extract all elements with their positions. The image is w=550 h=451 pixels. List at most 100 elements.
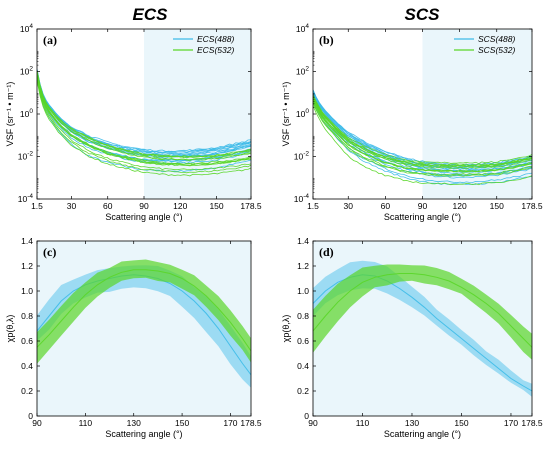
panel-label: (d) <box>319 245 334 259</box>
x-tick-label: 30 <box>67 201 77 211</box>
x-tick-label: 150 <box>454 418 468 428</box>
x-tick-label: 178.5 <box>521 418 543 428</box>
y-tick-label: 10-4 <box>294 193 310 204</box>
series-curve-SCS(532) <box>313 95 532 167</box>
legend-label: SCS(532) <box>478 45 515 55</box>
y-tick-label: 1.0 <box>297 286 309 296</box>
series-curve-ECS(488) <box>37 76 251 165</box>
legend-label: ECS(488) <box>197 34 234 44</box>
series-curve-ECS(532) <box>37 76 251 171</box>
plot-area <box>37 259 251 388</box>
y-tick-label: 10-2 <box>294 151 310 162</box>
x-tick-label: 178.5 <box>521 201 543 211</box>
y-tick-label: 0.4 <box>297 361 309 371</box>
series-curve-SCS(532) <box>313 95 532 167</box>
column-title-scs: SCS <box>405 5 441 24</box>
y-tick-label: 100 <box>296 108 309 119</box>
series-532 <box>313 264 532 360</box>
x-tick-label: 120 <box>173 201 187 211</box>
series-curve-ECS(488) <box>37 69 251 153</box>
axes-frame <box>312 240 533 417</box>
x-tick-label: 1.5 <box>307 201 319 211</box>
x-axis-label: Scattering angle (°) <box>105 429 182 439</box>
band-532 <box>313 264 532 360</box>
y-tick-label: 0 <box>304 411 309 421</box>
panel-label: (b) <box>319 33 334 47</box>
x-axis-label: Scattering angle (°) <box>384 429 461 439</box>
y-tick-label: 10-2 <box>18 151 34 162</box>
y-tick-label: 0.8 <box>21 311 33 321</box>
band-532 <box>37 259 251 364</box>
series-curve-SCS(532) <box>313 101 532 176</box>
series-curve-SCS(532) <box>313 105 532 186</box>
x-axis-label: Scattering angle (°) <box>105 212 182 222</box>
series-curve-SCS(532) <box>313 94 532 165</box>
series-curve-ECS(532) <box>37 72 251 165</box>
series-curve-ECS(532) <box>37 73 251 167</box>
y-tick-label: 1.2 <box>21 261 33 271</box>
axes-frame <box>36 240 252 417</box>
legend-label: ECS(532) <box>197 45 234 55</box>
x-axis-label: Scattering angle (°) <box>384 212 461 222</box>
panel-label: (c) <box>43 245 56 259</box>
y-tick-label: 104 <box>296 23 309 34</box>
panel-d-chi-scs: 90 110 130 150 170 178.5 Scattering angle (°) 0… <box>281 236 543 439</box>
y-tick-label: 0.2 <box>21 386 33 396</box>
y-tick-label: 104 <box>20 23 33 34</box>
y-tick-label: 0.6 <box>297 336 309 346</box>
y-tick-label: 1.4 <box>297 236 309 246</box>
plot-area <box>37 68 251 177</box>
series-curve-SCS(532) <box>313 97 532 173</box>
x-tick-label: 150 <box>209 201 223 211</box>
y-tick-label: 0.4 <box>21 361 33 371</box>
x-tick-label: 150 <box>175 418 189 428</box>
panel-c-chi-ecs: 90 110 130 150 170 178.5 Scattering angle (°) 0… <box>5 236 262 439</box>
plot-area <box>313 89 532 186</box>
x-tick-label: 130 <box>405 418 419 428</box>
legend-label: SCS(488) <box>478 34 515 44</box>
panel-a-vsf-ecs: 1.5 30 60 90 120 150 178.5 Scattering angle (°)… <box>5 23 262 222</box>
y-tick-label: 1.4 <box>21 236 33 246</box>
series-curve-ECS(532) <box>37 71 251 162</box>
x-tick-label: 90 <box>418 201 428 211</box>
x-tick-label: 130 <box>127 418 141 428</box>
series-SCS(532) <box>313 94 532 186</box>
x-tick-label: 60 <box>381 201 391 211</box>
plot-area <box>313 260 532 397</box>
x-tick-label: 178.5 <box>240 418 262 428</box>
mean-line-532 <box>37 269 251 352</box>
x-tick-label: 90 <box>32 418 42 428</box>
y-tick-label: 0 <box>28 411 33 421</box>
x-tick-label: 1.5 <box>31 201 43 211</box>
x-tick-label: 150 <box>490 201 504 211</box>
y-axis-label: VSF (sr⁻¹ • m⁻¹) <box>281 82 291 147</box>
y-axis-label: χp(θ,λ) <box>281 315 291 343</box>
x-tick-label: 90 <box>139 201 149 211</box>
series-532 <box>37 259 251 364</box>
y-tick-label: 0.2 <box>297 386 309 396</box>
y-tick-label: 0.6 <box>21 336 33 346</box>
mean-line-532 <box>313 273 532 348</box>
y-tick-label: 1.2 <box>297 261 309 271</box>
series-curve-SCS(532) <box>313 99 532 173</box>
series-curve-ECS(532) <box>37 70 251 159</box>
x-tick-label: 170 <box>223 418 237 428</box>
x-tick-label: 110 <box>356 418 370 428</box>
x-tick-label: 120 <box>453 201 467 211</box>
band-488 <box>313 260 532 397</box>
y-tick-label: 1.0 <box>21 286 33 296</box>
x-tick-label: 60 <box>103 201 113 211</box>
x-tick-label: 90 <box>308 418 318 428</box>
x-tick-label: 178.5 <box>240 201 262 211</box>
series-curve-ECS(532) <box>37 80 251 177</box>
column-title-ecs: ECS <box>133 5 169 24</box>
x-tick-label: 170 <box>504 418 518 428</box>
y-tick-label: 10-4 <box>18 193 34 204</box>
series-curve-ECS(532) <box>37 78 251 174</box>
y-tick-label: 100 <box>20 108 33 119</box>
series-curve-SCS(532) <box>313 98 532 170</box>
y-tick-label: 102 <box>296 66 309 77</box>
series-ECS(532) <box>37 70 251 177</box>
x-tick-label: 30 <box>344 201 354 211</box>
